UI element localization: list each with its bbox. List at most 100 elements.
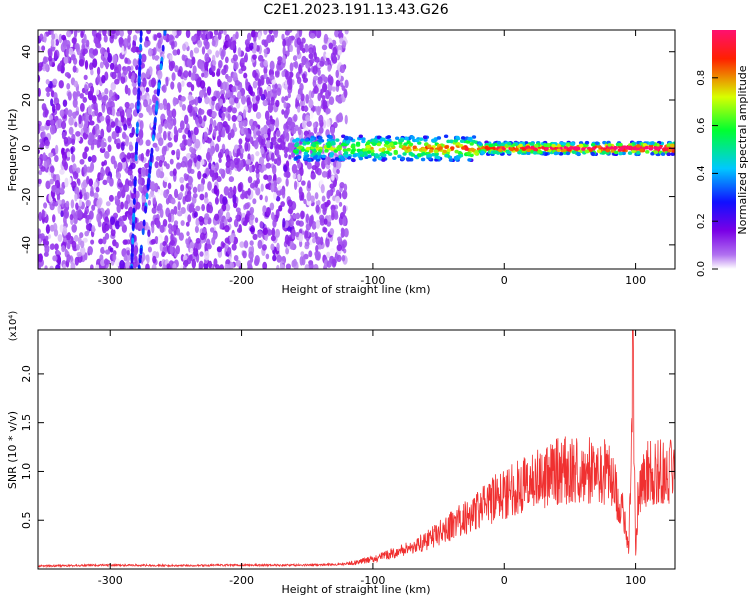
heatmap-cell xyxy=(99,173,104,181)
heatmap-cell xyxy=(59,187,65,194)
heatmap-cell xyxy=(198,115,203,125)
heatmap-cell xyxy=(226,76,233,83)
heatmap-cell xyxy=(119,259,125,269)
heatmap-signal-cell xyxy=(444,145,449,149)
heatmap-cell xyxy=(96,212,101,223)
heatmap-cell xyxy=(219,208,224,217)
heatmap-signal-cell xyxy=(426,154,431,158)
heatmap-cell xyxy=(270,34,275,43)
heatmap-cell xyxy=(287,35,292,45)
heatmap-cell xyxy=(158,155,165,162)
snr-y-tick-label: 1.5 xyxy=(20,414,33,432)
heatmap-cell xyxy=(127,30,133,36)
heatmap-cell xyxy=(326,251,331,259)
heatmap-cell xyxy=(252,198,257,205)
heatmap-cell xyxy=(80,30,84,39)
heatmap-cell xyxy=(313,85,319,94)
heatmap-cell xyxy=(138,184,143,192)
heatmap-cell xyxy=(90,85,95,95)
heatmap-y-tick-label: 40 xyxy=(20,45,33,59)
heatmap-cell xyxy=(248,42,255,51)
heatmap-cell xyxy=(180,96,186,102)
heatmap-cell xyxy=(92,49,99,56)
heatmap-cell xyxy=(252,54,257,60)
heatmap-cell xyxy=(303,198,307,205)
heatmap-cell xyxy=(260,127,266,135)
heatmap-signal-cell xyxy=(402,152,407,156)
heatmap-cell xyxy=(90,144,95,151)
heatmap-cell xyxy=(323,218,328,225)
heatmap-cell xyxy=(93,101,98,111)
heatmap-signal-cell xyxy=(351,148,356,153)
heatmap-cell xyxy=(107,144,112,153)
heatmap-signal-cell xyxy=(312,156,318,160)
heatmap-streak-cell xyxy=(130,265,134,269)
heatmap-cell xyxy=(195,217,200,227)
heatmap-cell xyxy=(242,250,247,259)
heatmap-signal-cell xyxy=(533,147,538,152)
heatmap-cell xyxy=(84,59,89,70)
heatmap-cell xyxy=(270,235,276,242)
heatmap-cell xyxy=(227,191,234,199)
heatmap-signal-cell xyxy=(459,139,465,143)
heatmap-cell xyxy=(101,103,106,114)
heatmap-cell xyxy=(274,118,280,129)
heatmap-cell xyxy=(169,239,176,246)
heatmap-cell xyxy=(55,264,61,269)
heatmap-streak-cell xyxy=(131,222,135,230)
heatmap-cell xyxy=(227,38,232,47)
heatmap-cell xyxy=(225,203,231,212)
heatmap-signal-cell xyxy=(329,152,335,156)
heatmap-cell xyxy=(273,180,278,188)
heatmap-streak-cell xyxy=(155,104,159,112)
heatmap-cell xyxy=(146,104,151,112)
heatmap-cell xyxy=(153,34,158,41)
heatmap-cell xyxy=(147,246,153,253)
heatmap-signal-cell xyxy=(400,156,405,161)
heatmap-cell xyxy=(323,51,327,60)
heatmap-cell xyxy=(102,179,108,186)
heatmap-cell xyxy=(236,91,242,100)
heatmap-signal-cell xyxy=(565,151,571,156)
heatmap-cell xyxy=(252,233,258,241)
heatmap-cell xyxy=(216,246,223,253)
heatmap-cell xyxy=(313,75,319,81)
heatmap-cell xyxy=(281,109,285,115)
heatmap-cell xyxy=(180,160,187,168)
heatmap-cell xyxy=(146,30,152,35)
heatmap-cell xyxy=(114,195,118,202)
heatmap-cell xyxy=(301,120,307,129)
heatmap-cell xyxy=(272,135,277,146)
heatmap-cell xyxy=(231,86,237,93)
heatmap-y-tick-label: 20 xyxy=(20,93,33,107)
heatmap-cell xyxy=(38,178,42,184)
heatmap-cell xyxy=(309,32,316,39)
heatmap-cell xyxy=(204,61,208,71)
heatmap-cell xyxy=(238,160,244,171)
heatmap-cell xyxy=(244,202,250,210)
heatmap-cell xyxy=(132,261,138,269)
heatmap-cell xyxy=(145,263,150,269)
heatmap-streak-cell xyxy=(151,134,155,142)
heatmap-cell xyxy=(108,124,112,131)
heatmap-cell xyxy=(100,128,105,139)
heatmap-cell xyxy=(192,186,198,194)
heatmap-cell xyxy=(179,142,185,148)
heatmap-cell xyxy=(276,177,282,184)
heatmap-cell xyxy=(50,38,55,48)
heatmap-cell xyxy=(270,152,275,162)
heatmap-signal-cell xyxy=(584,140,590,145)
heatmap-cell xyxy=(187,94,193,102)
heatmap-cell xyxy=(308,52,314,60)
heatmap-cell xyxy=(187,104,193,114)
heatmap-cell xyxy=(129,152,135,159)
heatmap-cell xyxy=(192,110,197,121)
heatmap-cell xyxy=(200,159,205,166)
heatmap-cell xyxy=(170,40,175,50)
heatmap-cell xyxy=(104,87,109,95)
heatmap-x-tick-label: -200 xyxy=(229,274,254,287)
heatmap-cell xyxy=(211,236,216,246)
heatmap-cell xyxy=(240,65,247,72)
heatmap-cell xyxy=(217,151,223,159)
heatmap-signal-cell xyxy=(578,141,584,145)
